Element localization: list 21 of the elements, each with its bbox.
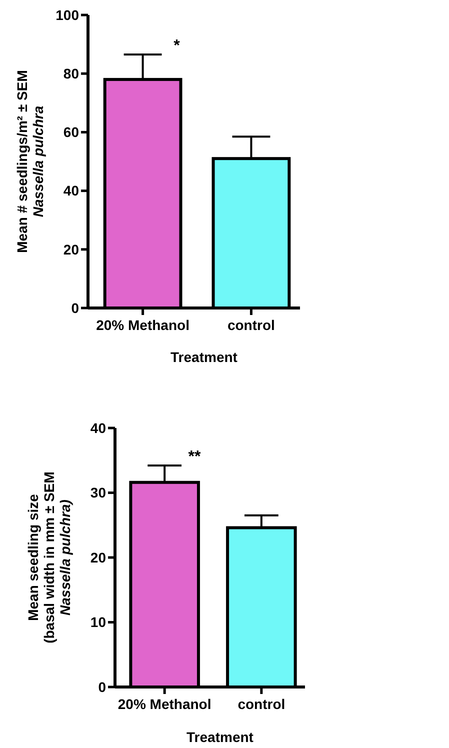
y-tick-label: 20 [90, 549, 106, 566]
y-tick-label: 80 [63, 66, 80, 82]
x-tick-label: 20% Methanol [118, 696, 212, 712]
y-tick-label: 40 [63, 182, 80, 199]
y-tick-label: 20 [63, 241, 80, 258]
annotation: ** [188, 448, 202, 466]
y-tick-label: 30 [90, 484, 106, 501]
y-tick-label: 40 [90, 420, 106, 436]
x-tick-label: control [227, 317, 275, 333]
x-axis-title: Treatment [170, 349, 238, 365]
y-tick-label: 100 [56, 6, 80, 23]
y-axis-title: Mean # seedlings/m² ± SEM Nassella pulchra [14, 70, 46, 253]
y-tick-label: 0 [71, 300, 80, 316]
annotation: * [174, 38, 181, 55]
x-tick-label: control [238, 696, 286, 712]
y-tick-label: 60 [63, 124, 80, 140]
y-axis-title: Mean seedling size (basal width in mm ± SEM Nassella pulchra) [25, 472, 73, 644]
y-tick-label: 10 [90, 614, 106, 630]
y-tick-label: 0 [98, 678, 106, 695]
x-axis-title: Treatment [186, 729, 254, 745]
x-tick-label: 20% Methanol [96, 317, 190, 333]
